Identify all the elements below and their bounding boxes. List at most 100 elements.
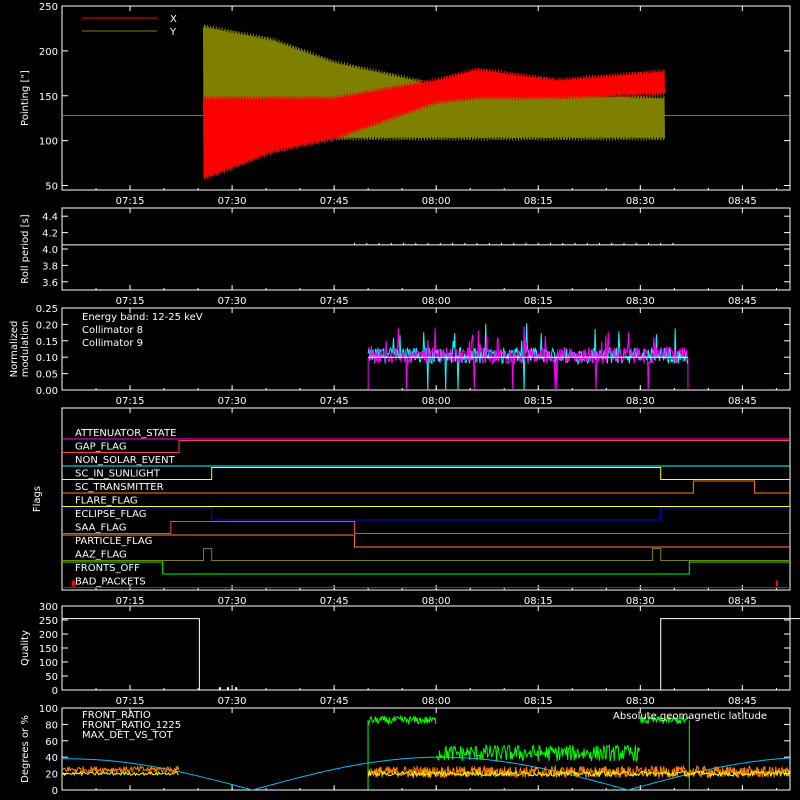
y-tick-label: 250 bbox=[39, 2, 58, 13]
x-tick-label: 07:30 bbox=[218, 196, 247, 207]
legend-label-collimator-9: Collimator 9 bbox=[82, 338, 143, 349]
y-tick-label: 40 bbox=[45, 753, 58, 764]
x-tick-label: 07:45 bbox=[320, 696, 349, 707]
y-axis-label: Roll period [s] bbox=[20, 214, 31, 283]
x-tick-label: 08:00 bbox=[422, 396, 451, 407]
y-tick-label: 100 bbox=[39, 704, 58, 715]
x-tick-label: 08:30 bbox=[626, 296, 655, 307]
flag-line-eclipse-flag bbox=[62, 507, 790, 521]
series-collimator-9 bbox=[367, 326, 688, 391]
panel-frame-3 bbox=[61, 407, 791, 591]
x-tick-label: 07:45 bbox=[320, 396, 349, 407]
y-tick-label: 50 bbox=[45, 182, 58, 193]
y-tick-label: 200 bbox=[39, 47, 58, 58]
panel-frame-0 bbox=[61, 5, 791, 191]
y-tick-label: 20 bbox=[45, 770, 58, 781]
x-tick-label: 08:15 bbox=[524, 596, 553, 607]
series-x bbox=[203, 67, 665, 181]
x-tick-label: 07:30 bbox=[218, 696, 247, 707]
panel-frame-5 bbox=[61, 707, 791, 791]
flag-line-aaz-flag bbox=[62, 548, 790, 561]
x-tick-label: 08:30 bbox=[626, 396, 655, 407]
y-tick-label: 0 bbox=[52, 686, 58, 697]
y-tick-label: 0.15 bbox=[36, 337, 58, 348]
y-tick-label: 80 bbox=[45, 720, 58, 731]
flag-label-eclipse-flag: ECLIPSE_FLAG bbox=[75, 509, 146, 520]
series-front-ratio-1225 bbox=[639, 714, 689, 725]
y-tick-label: 50 bbox=[45, 672, 58, 683]
panel-frame-1 bbox=[61, 207, 791, 291]
x-tick-label: 07:45 bbox=[320, 196, 349, 207]
x-tick-label: 08:15 bbox=[524, 196, 553, 207]
x-tick-label: 08:15 bbox=[524, 396, 553, 407]
x-tick-label: 08:30 bbox=[626, 696, 655, 707]
series-max-det-vs-tot bbox=[61, 764, 180, 774]
x-tick-label: 08:00 bbox=[422, 296, 451, 307]
y-axis-label: Quality bbox=[20, 630, 31, 666]
y-tick-label: 150 bbox=[39, 644, 58, 655]
x-tick-label: 08:30 bbox=[626, 196, 655, 207]
flag-label-fronts-off: FRONTS_OFF bbox=[75, 563, 140, 574]
flag-label-non-solar-event: NON_SOLAR_EVENT bbox=[75, 455, 176, 466]
flag-label-bad-packets: BAD_PACKETS bbox=[75, 577, 146, 588]
y-tick-label: 250 bbox=[39, 616, 58, 627]
x-tick-label: 07:30 bbox=[218, 396, 247, 407]
x-tick-label: 08:45 bbox=[728, 596, 757, 607]
y-axis-label: Degrees or % bbox=[20, 715, 31, 783]
x-tick-label: 07:15 bbox=[116, 396, 145, 407]
flag-label-gap-flag: GAP_FLAG bbox=[75, 442, 127, 453]
x-tick-label: 08:00 bbox=[422, 596, 451, 607]
series-max-det-vs-tot bbox=[367, 764, 791, 780]
x-tick-label: 08:00 bbox=[422, 196, 451, 207]
y-axis-label: Pointing ["] bbox=[20, 70, 31, 126]
y-tick-label: 100 bbox=[39, 658, 58, 669]
flag-line-sc-in-sunlight bbox=[62, 467, 790, 480]
flag-line-particle-flag bbox=[62, 534, 790, 548]
y-tick-label: 0.25 bbox=[36, 304, 58, 315]
x-tick-label: 07:15 bbox=[116, 296, 145, 307]
y-axis-label: Flags bbox=[32, 486, 43, 512]
y-tick-label: 200 bbox=[39, 630, 58, 641]
legend-label-x: X bbox=[170, 14, 177, 25]
x-tick-label: 07:15 bbox=[116, 596, 145, 607]
x-tick-label: 07:30 bbox=[218, 296, 247, 307]
legend-label-front-ratio: FRONT_RATIO bbox=[82, 710, 151, 721]
flag-label-flare-flag: FLARE_FLAG bbox=[75, 496, 138, 507]
bad-packet-marker bbox=[776, 580, 778, 587]
flag-line-fronts-off bbox=[62, 561, 790, 575]
x-tick-label: 07:45 bbox=[320, 296, 349, 307]
series-geomagnetic-latitude bbox=[62, 756, 789, 791]
series-front-ratio bbox=[367, 769, 790, 778]
flag-line-gap-flag bbox=[62, 440, 790, 453]
y-tick-label: 150 bbox=[39, 92, 58, 103]
y-tick-label: 0.00 bbox=[36, 386, 58, 397]
x-tick-label: 07:15 bbox=[116, 196, 145, 207]
flag-label-saa-flag: SAA_FLAG bbox=[75, 523, 126, 534]
legend-label-collimator-8: Collimator 8 bbox=[82, 325, 143, 336]
flag-line-saa-flag bbox=[62, 521, 790, 534]
y-tick-label: 4.2 bbox=[42, 229, 58, 240]
legend-label-y: Y bbox=[169, 27, 177, 38]
y-tick-label: 0.05 bbox=[36, 370, 58, 381]
x-tick-label: 08:15 bbox=[524, 696, 553, 707]
x-tick-label: 07:15 bbox=[116, 696, 145, 707]
y-tick-label: 300 bbox=[39, 602, 58, 613]
y-tick-label: 0.20 bbox=[36, 320, 58, 331]
x-tick-label: 08:30 bbox=[626, 596, 655, 607]
series-front-ratio-1225 bbox=[367, 714, 437, 726]
y-tick-label: 60 bbox=[45, 737, 58, 748]
x-tick-label: 08:45 bbox=[728, 196, 757, 207]
x-tick-label: 08:00 bbox=[422, 696, 451, 707]
y-tick-label: 3.8 bbox=[42, 261, 58, 272]
flag-label-sc-in-sunlight: SC_IN_SUNLIGHT bbox=[75, 469, 161, 480]
flag-label-aaz-flag: AAZ_FLAG bbox=[75, 550, 127, 561]
flag-label-particle-flag: PARTICLE_FLAG bbox=[75, 536, 152, 547]
legend-label-front-ratio-1225: FRONT_RATIO_1225 bbox=[82, 720, 181, 731]
flag-label-sc-transmitter: SC_TRANSMITTER bbox=[75, 482, 164, 493]
bad-packet-marker bbox=[72, 580, 75, 587]
y-tick-label: 0 bbox=[52, 786, 58, 797]
quality-line bbox=[62, 618, 800, 691]
y-tick-label: 4.0 bbox=[42, 245, 58, 256]
